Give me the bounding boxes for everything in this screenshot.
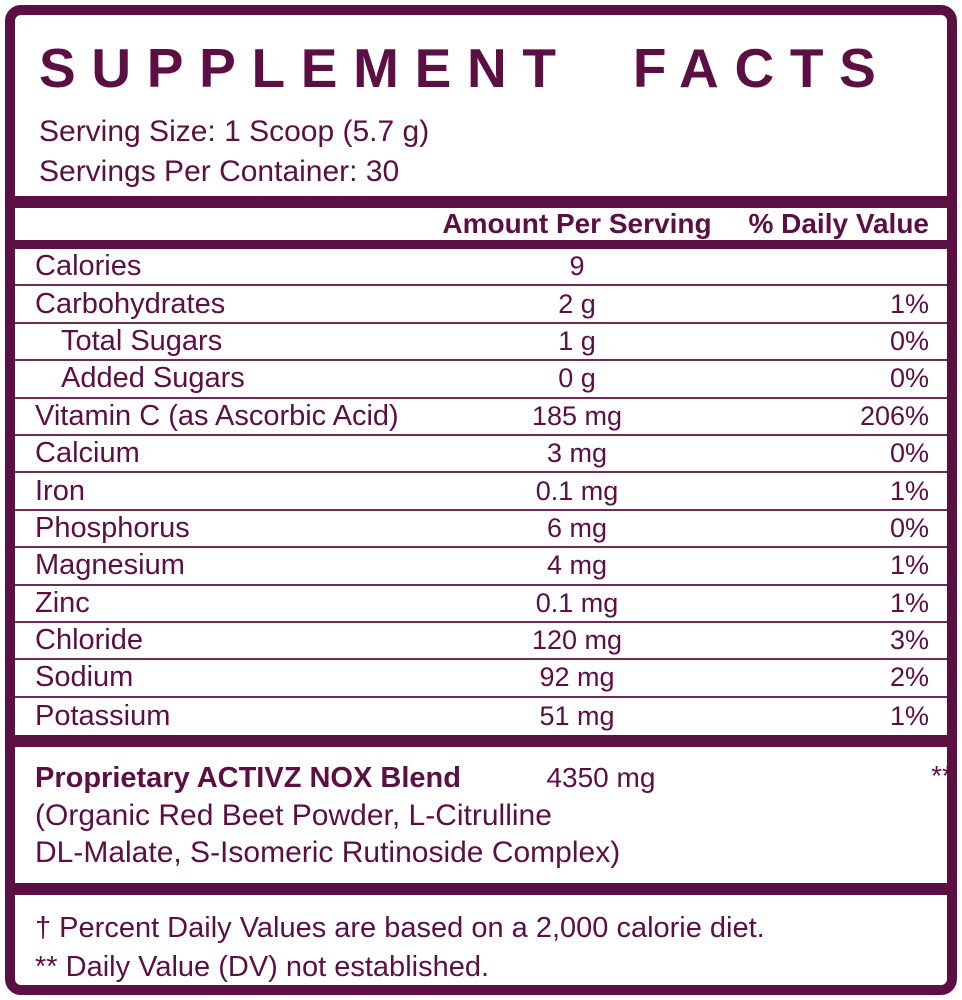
nutrient-amount: 185 mg xyxy=(531,400,623,431)
nutrient-amount: 1 g xyxy=(558,325,596,356)
nutrient-name: Calories xyxy=(35,250,142,283)
serving-size-line: Serving Size: 1 Scoop (5.7 g) xyxy=(39,115,430,148)
page-title: SUPPLEMENT FACTS xyxy=(39,37,892,99)
nutrient-name: Added Sugars xyxy=(61,362,245,395)
blend-row: Proprietary ACTIVZ NOX Blend 4350 mg ** xyxy=(35,759,947,797)
blend-daily-value: ** xyxy=(931,760,953,792)
nutrient-daily-value: 3% xyxy=(889,625,929,656)
nutrient-daily-value: 1% xyxy=(889,700,929,731)
table-row: Iron 0.1 mg 1% xyxy=(15,473,947,511)
daily-value-header: % Daily Value xyxy=(748,208,929,239)
section-divider-bar xyxy=(15,240,947,249)
servings-per-container-line: Servings Per Container: 30 xyxy=(39,155,400,188)
nutrient-amount: 120 mg xyxy=(531,625,623,656)
nutrient-amount: 0.1 mg xyxy=(535,475,619,506)
nutrient-name: Phosphorus xyxy=(35,511,190,544)
blend-ingredients-line: (Organic Red Beet Powder, L-Citrulline xyxy=(35,799,552,833)
nutrient-daily-value: 0% xyxy=(889,363,929,394)
nutrient-amount: 3 mg xyxy=(546,438,608,469)
nutrient-name: Sodium xyxy=(35,661,134,694)
nutrient-daily-value: 206% xyxy=(859,400,929,431)
nutrient-name: Magnesium xyxy=(35,549,185,582)
table-row: Calcium 3 mg 0% xyxy=(15,436,947,474)
nutrient-name: Zinc xyxy=(35,586,90,619)
nutrient-name: Vitamin C (as Ascorbic Acid) xyxy=(35,399,399,432)
nutrient-amount: 51 mg xyxy=(539,700,615,731)
table-column-headers: Amount Per Serving % Daily Value xyxy=(15,208,947,240)
table-row: Calories 9 xyxy=(15,249,947,287)
table-row: Potassium 51 mg 1% xyxy=(15,698,947,735)
daily-value-footnote: † Percent Daily Values are based on a 2,… xyxy=(35,912,765,945)
section-divider-bar xyxy=(15,196,947,208)
section-divider-bar xyxy=(15,883,947,896)
nutrient-daily-value: 1% xyxy=(889,587,929,618)
proprietary-blend-section: Proprietary ACTIVZ NOX Blend 4350 mg ** … xyxy=(15,747,947,883)
nutrient-name: Iron xyxy=(35,474,85,507)
table-row: Vitamin C (as Ascorbic Acid) 185 mg 206% xyxy=(15,399,947,436)
nutrient-amount: 0.1 mg xyxy=(535,587,619,618)
dv-not-established-footnote: ** Daily Value (DV) not established. xyxy=(35,951,490,984)
nutrient-rows: Calories 9 Carbohydrates 2 g 1% Total Sugars 1… xyxy=(15,249,947,735)
nutrient-daily-value: 1% xyxy=(889,550,929,581)
nutrient-daily-value: 0% xyxy=(889,438,929,469)
table-row: Chloride 120 mg 3% xyxy=(15,623,947,661)
table-row: Sodium 92 mg 2% xyxy=(15,660,947,698)
nutrient-amount: 0 g xyxy=(558,363,596,394)
nutrient-amount: 2 g xyxy=(558,288,596,319)
section-divider-bar xyxy=(15,735,947,748)
table-row: Phosphorus 6 mg 0% xyxy=(15,511,947,549)
table-row: Zinc 0.1 mg 1% xyxy=(15,586,947,623)
nutrient-daily-value: 1% xyxy=(889,475,929,506)
nutrient-amount: 4 mg xyxy=(546,550,608,581)
blend-ingredients-line: DL-Malate, S-Isomeric Rutinoside Complex… xyxy=(35,836,621,870)
nutrient-name: Calcium xyxy=(35,437,140,470)
nutrient-name: Potassium xyxy=(35,699,171,732)
table-row: Total Sugars 1 g 0% xyxy=(15,324,947,362)
nutrient-name: Chloride xyxy=(35,624,143,657)
nutrient-daily-value: 2% xyxy=(889,662,929,693)
amount-per-serving-header: Amount Per Serving xyxy=(442,208,712,239)
blend-name: Proprietary ACTIVZ NOX Blend xyxy=(35,762,461,795)
blend-amount: 4350 mg xyxy=(546,762,656,794)
nutrient-name: Carbohydrates xyxy=(35,287,226,320)
nutrient-amount: 6 mg xyxy=(546,512,608,543)
nutrient-name: Total Sugars xyxy=(61,324,223,357)
nutrient-amount: 92 mg xyxy=(539,662,615,693)
nutrient-daily-value: 0% xyxy=(889,512,929,543)
nutrient-daily-value: 0% xyxy=(889,325,929,356)
footnotes-section: † Percent Daily Values are based on a 2,… xyxy=(15,895,947,985)
table-row: Added Sugars 0 g 0% xyxy=(15,361,947,399)
header-section: SUPPLEMENT FACTS Serving Size: 1 Scoop (… xyxy=(15,15,947,196)
table-row: Carbohydrates 2 g 1% xyxy=(15,286,947,324)
supplement-facts-label: SUPPLEMENT FACTS Serving Size: 1 Scoop (… xyxy=(5,5,957,995)
nutrient-daily-value: 1% xyxy=(889,288,929,319)
table-row: Magnesium 4 mg 1% xyxy=(15,548,947,586)
nutrient-amount: 9 xyxy=(569,251,585,282)
